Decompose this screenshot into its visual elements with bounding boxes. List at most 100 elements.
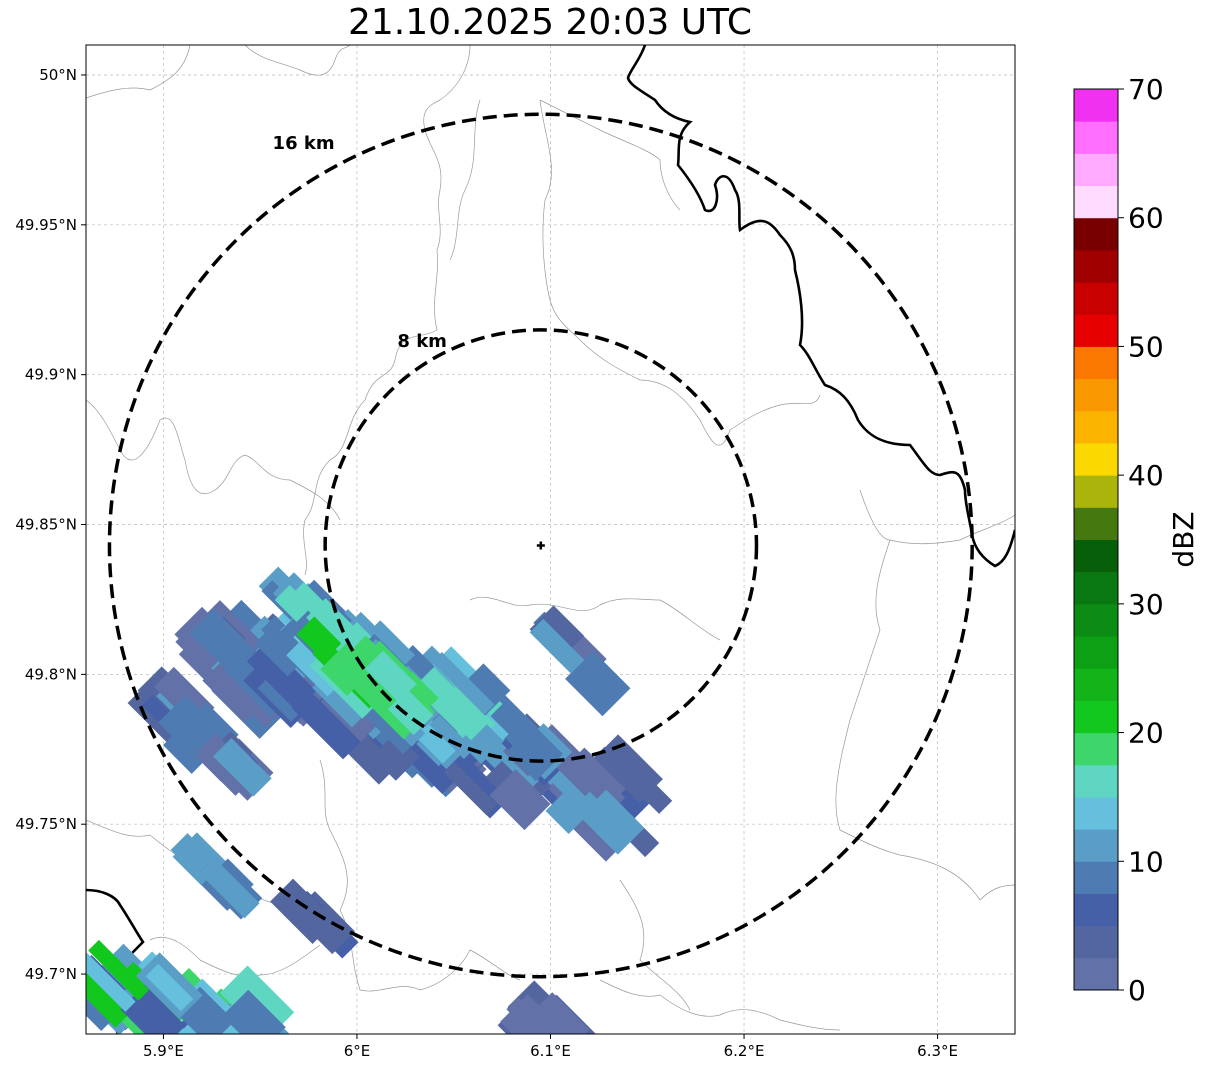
y-tick-label: 49.85°N xyxy=(15,516,77,534)
echo-cell xyxy=(189,609,260,679)
echo-cell xyxy=(565,650,631,717)
boundary-line xyxy=(449,99,681,261)
echo-cell xyxy=(443,761,498,816)
colorbar-bin xyxy=(1074,539,1118,573)
boundary-line xyxy=(86,45,351,99)
echo-cell xyxy=(199,857,260,919)
x-tick-label: 6°E xyxy=(344,1042,371,1060)
echo-cell xyxy=(489,769,551,831)
colorbar-bin xyxy=(1074,314,1118,347)
echo-cell xyxy=(213,738,272,797)
x-tick-label: 5.9°E xyxy=(143,1042,184,1060)
echo-cell xyxy=(500,994,560,1034)
colorbar-tick-label: 70 xyxy=(1128,73,1164,106)
echo-cell xyxy=(545,788,591,834)
national-border xyxy=(626,45,1015,568)
x-tick-label: 6.2°E xyxy=(724,1042,765,1060)
colorbar-bin xyxy=(1074,925,1118,959)
colorbar-bin xyxy=(1074,346,1118,380)
colorbar-tick-label: 50 xyxy=(1128,330,1164,363)
colorbar-bin xyxy=(1074,507,1118,540)
colorbar-bin xyxy=(1074,700,1118,734)
colorbar-bin xyxy=(1074,636,1118,669)
echo-cell xyxy=(339,659,390,711)
range-ring-label: 8 km xyxy=(397,331,447,352)
range-ring-16km xyxy=(107,112,974,979)
radar-site-marker xyxy=(536,541,545,550)
boundary-line xyxy=(599,979,841,1031)
boundary-line xyxy=(539,99,821,446)
colorbar-bin xyxy=(1074,893,1118,927)
range-ring-labels: 8 km 16 km xyxy=(273,133,447,352)
colorbar-bin xyxy=(1074,410,1118,444)
boundary-line xyxy=(149,936,321,977)
colorbar-bin xyxy=(1074,442,1118,476)
longitude-axis: 5.9°E 6°E 6.1°E 6.2°E 6.3°E xyxy=(143,1034,958,1060)
boundary-line xyxy=(839,829,1015,901)
y-tick-label: 49.7°N xyxy=(25,965,77,983)
echo-cell xyxy=(398,734,458,794)
echo-cell xyxy=(506,724,563,782)
colorbar-bin xyxy=(1074,957,1118,991)
echo-cell xyxy=(364,650,417,703)
colorbar-tick-label: 40 xyxy=(1128,459,1164,492)
boundary-line xyxy=(835,489,1015,831)
y-tick-label: 50°N xyxy=(39,66,77,84)
y-tick-label: 49.95°N xyxy=(15,216,77,234)
echo-cell xyxy=(254,624,308,677)
boundary-line xyxy=(86,399,341,521)
echo-cell xyxy=(458,663,511,716)
x-tick-label: 6.3°E xyxy=(917,1042,958,1060)
echo-cell xyxy=(459,719,504,764)
y-tick-label: 49.9°N xyxy=(25,366,77,384)
echo-cell xyxy=(527,992,590,1034)
colorbar-bin xyxy=(1074,829,1118,862)
y-tick-label: 49.75°N xyxy=(15,815,77,833)
echo-cell xyxy=(246,641,317,711)
range-ring-8km xyxy=(323,328,759,763)
colorbar-bin xyxy=(1074,378,1118,412)
colorbar-bin xyxy=(1074,185,1118,219)
echo-cell xyxy=(429,714,474,760)
echo-cell xyxy=(88,939,150,1001)
colorbar-tick-label: 0 xyxy=(1128,974,1146,1007)
echo-cell xyxy=(529,618,585,674)
range-rings xyxy=(107,112,974,979)
colorbar-bin xyxy=(1074,89,1118,122)
echo-cell xyxy=(158,695,217,754)
colorbar-bin xyxy=(1074,571,1118,605)
grid-lines xyxy=(86,45,1015,1034)
range-ring-label: 16 km xyxy=(273,133,335,154)
y-tick-label: 49.8°N xyxy=(25,665,77,683)
colorbar-bin xyxy=(1074,796,1118,830)
echo-cell xyxy=(579,789,645,855)
radar-echo-field xyxy=(86,566,673,1034)
echo-cell xyxy=(86,949,136,1012)
echo-cell xyxy=(222,989,286,1034)
colorbar-frame xyxy=(1073,88,1119,991)
colorbar-bin xyxy=(1074,282,1118,315)
colorbar-bin xyxy=(1074,732,1118,766)
boundary-line xyxy=(303,45,471,576)
colorbar-bin xyxy=(1074,668,1118,701)
echo-cell xyxy=(431,651,495,715)
colorbar-tick-label: 30 xyxy=(1128,588,1164,621)
colorbar-tick-label: 10 xyxy=(1128,845,1164,878)
echo-cell xyxy=(285,885,336,936)
colorbar-bin xyxy=(1074,603,1118,637)
map-title: 21.10.2025 20:03 UTC xyxy=(347,2,753,43)
x-tick-label: 6.1°E xyxy=(530,1042,571,1060)
colorbar-bin xyxy=(1074,249,1118,283)
colorbar-tick-label: 60 xyxy=(1128,202,1164,235)
echo-cell xyxy=(86,961,136,1028)
echo-cell xyxy=(542,757,607,821)
echo-cell xyxy=(413,666,480,734)
latitude-axis: 50°N 49.95°N 49.9°N 49.85°N 49.8°N 49.75°N 49.… xyxy=(15,66,86,983)
echo-cell xyxy=(145,963,194,1012)
echo-cell xyxy=(291,690,361,760)
colorbar-bin xyxy=(1074,217,1118,251)
boundary-line xyxy=(469,596,721,641)
boundary-line xyxy=(619,879,691,1011)
colorbar-tick-label: 20 xyxy=(1128,717,1164,750)
